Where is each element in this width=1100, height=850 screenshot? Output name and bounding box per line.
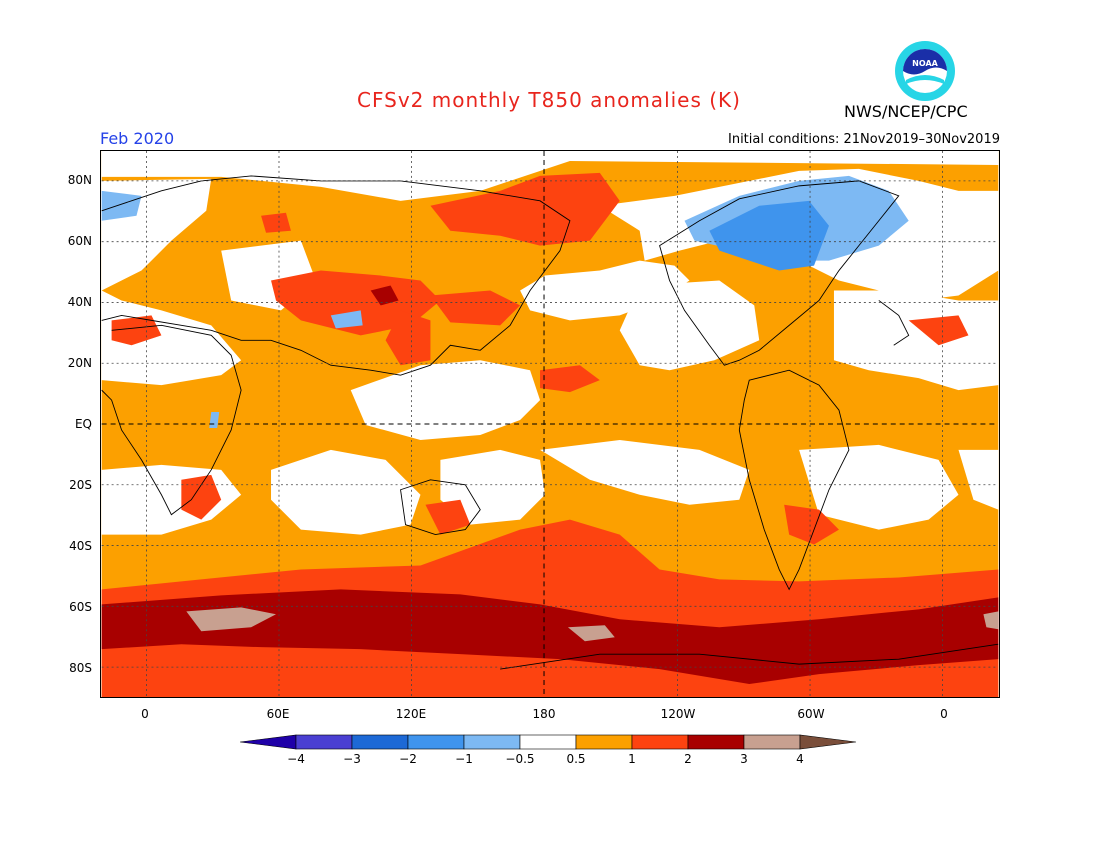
lat-label: 80N <box>67 173 92 187</box>
colorbar-box <box>463 734 521 750</box>
colorbar-box <box>351 734 409 750</box>
colorbar-tick-label: 4 <box>796 752 804 766</box>
logo-text: NOAA <box>912 59 938 68</box>
lat-label: 60N <box>67 234 92 248</box>
agency-label: NWS/NCEP/CPC <box>844 102 968 121</box>
reference-lines <box>101 151 999 697</box>
anomaly-field-warm3 <box>101 285 999 685</box>
colorbar-max-arrow <box>799 734 857 750</box>
lon-label: 60E <box>266 707 290 721</box>
colorbar-tick-label: −2 <box>399 752 417 766</box>
anomaly-map <box>100 150 1000 698</box>
colorbar-tick-label: 3 <box>740 752 748 766</box>
initial-conditions: Initial conditions: 21Nov2019–30Nov2019 <box>728 132 1000 147</box>
colorbar-box <box>407 734 465 750</box>
colorbar-tick-label: −4 <box>287 752 305 766</box>
chart-title: CFSv2 monthly T850 anomalies (K) <box>357 88 741 112</box>
graticule <box>101 151 999 697</box>
lat-label: 20N <box>67 356 92 370</box>
forecast-month: Feb 2020 <box>100 129 175 148</box>
lon-label: 120E <box>395 707 427 721</box>
colorbar-box <box>743 734 801 750</box>
colorbar-box <box>687 734 745 750</box>
lon-label: 60W <box>797 707 825 721</box>
lat-label: EQ <box>74 417 92 431</box>
lat-label: 40S <box>69 539 92 553</box>
anomaly-field-cool <box>101 175 909 428</box>
colorbar-tick-label: 2 <box>684 752 692 766</box>
colorbar-box <box>631 734 689 750</box>
lat-label: 60S <box>69 600 92 614</box>
lon-label: 0 <box>141 707 149 721</box>
lon-label: 0 <box>940 707 948 721</box>
colorbar-box <box>575 734 633 750</box>
colorbar-tick-label: −1 <box>455 752 473 766</box>
colorbar-tick-label: 0.5 <box>566 752 586 766</box>
colorbar-min-arrow <box>240 734 297 750</box>
colorbar-tick-label: −0.5 <box>505 752 535 766</box>
colorbar <box>240 734 857 750</box>
anomaly-field-warm4 <box>186 607 999 642</box>
colorbar-tick-label: −3 <box>343 752 361 766</box>
lon-label: 120W <box>660 707 696 721</box>
colorbar-box <box>519 734 577 750</box>
colorbar-box <box>295 734 353 750</box>
lat-label: 20S <box>69 478 92 492</box>
lat-label: 40N <box>67 295 92 309</box>
noaa-logo-icon: NOAA <box>895 41 955 101</box>
lat-label: 80S <box>69 661 92 675</box>
colorbar-tick-label: 1 <box>628 752 636 766</box>
anomaly-map-svg <box>101 151 999 697</box>
lon-label: 180 <box>532 707 556 721</box>
